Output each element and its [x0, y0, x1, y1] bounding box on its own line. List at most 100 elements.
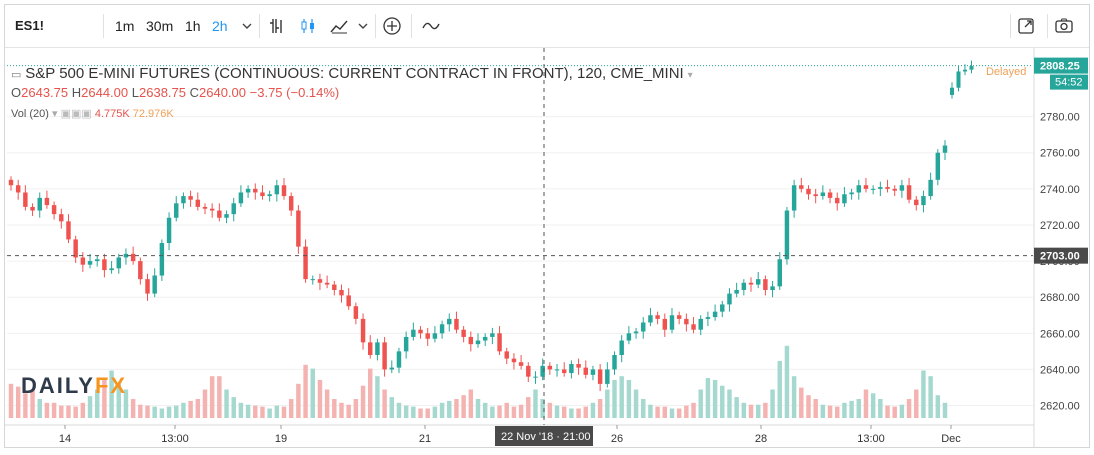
candle-body — [641, 322, 646, 332]
volume-bar — [705, 378, 711, 418]
candle-body — [8, 179, 14, 186]
settings-icon[interactable]: ▣▣▣ — [60, 108, 92, 120]
candles-icon[interactable] — [298, 16, 318, 36]
delayed-label: Delayed — [986, 66, 1027, 78]
add-icon[interactable] — [382, 16, 402, 36]
volume-bar — [583, 406, 588, 418]
candle-body — [209, 208, 215, 211]
x-tick-label: 13:00 — [857, 433, 885, 445]
candle-body — [159, 243, 165, 276]
candle-body — [511, 358, 517, 363]
candle-body — [181, 196, 186, 204]
volume-bar — [389, 397, 395, 418]
volume-bar — [288, 399, 294, 418]
candle-body — [921, 196, 926, 206]
y-tick-label: 2620.00 — [1040, 401, 1080, 413]
volume-bar — [612, 380, 617, 418]
candle-body — [698, 318, 703, 330]
volume-bar — [799, 387, 804, 418]
candle-body — [784, 210, 790, 260]
collapse-icon[interactable]: ▭ — [11, 69, 22, 81]
candle-body — [174, 203, 179, 218]
candle-body — [612, 354, 617, 370]
volume-bar — [130, 399, 136, 418]
volume-bar — [914, 389, 919, 418]
candle-body — [863, 185, 869, 189]
crosshair-price-tag — [1034, 247, 1088, 264]
volume-bar — [827, 405, 833, 418]
interval-1m[interactable]: 1m — [115, 18, 135, 34]
volume-bar — [899, 404, 905, 418]
volume-bar — [547, 402, 553, 418]
volume-bar — [641, 399, 646, 418]
candle-body — [382, 342, 387, 370]
candle-body — [66, 221, 71, 240]
candle-body — [892, 188, 897, 191]
volume-bar — [396, 402, 402, 418]
candle-body — [597, 369, 603, 384]
legend-title: S&P 500 E-MINI FUTURES (CONTINUOUS: CURR… — [25, 65, 684, 82]
volume-bar — [619, 376, 624, 418]
candle-body — [619, 340, 624, 355]
volume-bar — [324, 389, 330, 418]
candle-body — [626, 333, 632, 341]
candle-body — [439, 324, 445, 334]
candle-body — [253, 188, 258, 193]
candle-body — [842, 194, 847, 204]
candle-body — [906, 185, 912, 200]
volume-bar — [533, 389, 538, 418]
candle-body — [353, 306, 359, 319]
volume-bar — [856, 399, 862, 418]
candle-body — [856, 185, 862, 193]
candle-body — [777, 259, 782, 287]
candle-body — [195, 199, 201, 207]
camera-icon[interactable] — [1054, 16, 1074, 36]
candle-body — [454, 318, 459, 330]
fullscreen-icon[interactable] — [1016, 16, 1036, 36]
candle-body — [899, 185, 905, 191]
y-tick-label: 2680.00 — [1040, 292, 1080, 304]
candle-body — [116, 257, 121, 269]
candle-body — [80, 257, 86, 265]
volume-bar — [432, 406, 438, 418]
chevron-down-icon[interactable] — [237, 16, 257, 36]
volume-bar — [202, 389, 208, 418]
y-tick-label: 2660.00 — [1040, 328, 1080, 340]
volume-bar — [116, 383, 121, 418]
x-tick-label: 26 — [611, 433, 623, 445]
price-chart[interactable]: 2620.002640.002660.002680.002700.002720.… — [5, 48, 1089, 447]
volume-bar — [382, 389, 387, 418]
candle-body — [303, 246, 308, 280]
candle-body — [23, 192, 28, 207]
candle-body — [217, 210, 222, 218]
candle-body — [37, 197, 42, 211]
wave-icon[interactable] — [421, 16, 441, 36]
candle-body — [425, 333, 430, 339]
compare-bars-icon[interactable] — [267, 16, 287, 36]
toolbar-divider — [259, 14, 260, 38]
indicators-icon[interactable] — [329, 16, 349, 36]
y-tick-label: 2780.00 — [1040, 112, 1080, 124]
chevron-down-icon[interactable] — [353, 16, 373, 36]
volume-bar — [461, 395, 466, 418]
volume-bar — [245, 404, 251, 418]
chevron-down-icon[interactable]: ▾ — [687, 70, 693, 81]
candle-body — [224, 214, 229, 218]
volume-bar — [885, 405, 890, 418]
interval-2h[interactable]: 2h — [212, 18, 228, 34]
volume-bar — [497, 405, 502, 418]
volume-bar — [123, 389, 129, 418]
interval-1h[interactable]: 1h — [185, 18, 201, 34]
candle-body — [727, 293, 732, 305]
volume-bar — [813, 399, 818, 418]
volume-bar — [626, 380, 632, 418]
candle-body — [418, 329, 423, 334]
volume-bar — [368, 368, 373, 418]
chart-widget: ES1! 1m 30m 1h 2h — [4, 4, 1090, 448]
interval-30m[interactable]: 30m — [146, 18, 174, 34]
candle-body — [238, 192, 244, 204]
candle-body — [791, 185, 797, 211]
symbol-input[interactable]: ES1! — [15, 18, 44, 33]
chevron-down-icon[interactable]: ▾ — [51, 108, 58, 120]
volume-bar — [777, 361, 782, 418]
